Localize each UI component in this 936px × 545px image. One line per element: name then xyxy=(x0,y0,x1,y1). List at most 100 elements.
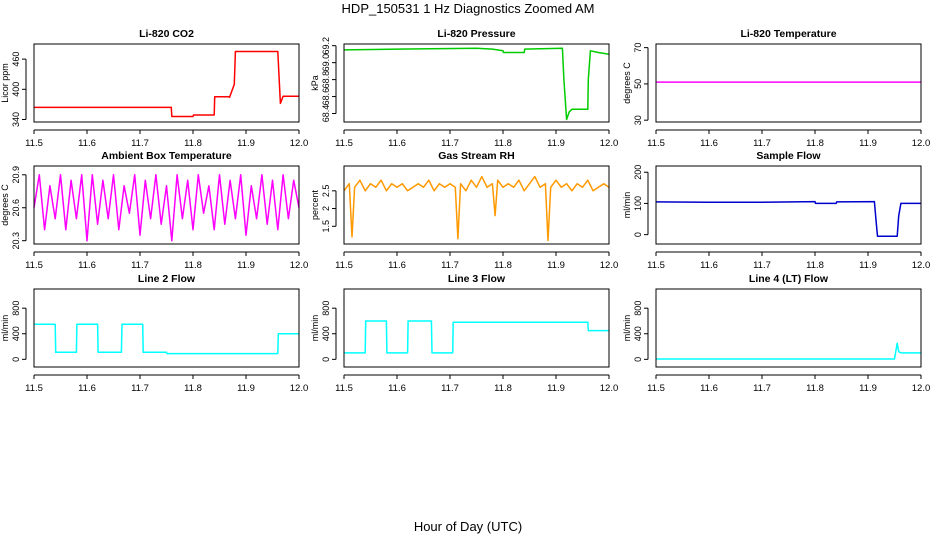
x-tick-label: 11.9 xyxy=(859,383,877,394)
plot-frame xyxy=(655,43,922,123)
x-tick-label: 11.8 xyxy=(184,260,202,271)
chart-panel-7: Line 2 Flow 11.5 11.6 11.7 11.8 11.9 12.0 0 400 8… xyxy=(0,273,308,394)
y-tick-label: 340 xyxy=(11,112,21,127)
y-tick-label: 200 xyxy=(633,165,643,180)
x-tick-label: 11.5 xyxy=(647,383,665,394)
x-tick-label: 12.0 xyxy=(912,383,931,394)
plot-frame xyxy=(33,43,300,123)
x-tick-label: 12.0 xyxy=(600,383,619,394)
y-tick-label: 20.9 xyxy=(11,166,21,184)
x-tick-label: 11.5 xyxy=(25,383,43,394)
chart-panel-4: Ambient Box Temperature 11.5 11.6 11.7 11.8 1… xyxy=(0,150,308,271)
y-tick-label: 70 xyxy=(633,43,643,53)
y-axis-label: Licor ppm xyxy=(0,63,10,103)
x-tick-label: 11.8 xyxy=(806,383,824,394)
x-tick-label: 11.6 xyxy=(388,138,406,149)
y-tick-label: 0 xyxy=(633,357,643,362)
x-tick-label: 11.6 xyxy=(78,260,96,271)
plot-frame xyxy=(33,288,300,368)
x-tick-label: 11.8 xyxy=(494,383,512,394)
y-tick-label: 0 xyxy=(633,232,643,237)
x-tick-label: 11.7 xyxy=(131,138,149,149)
y-tick-label: 68.6 xyxy=(321,88,331,106)
y-axis-label: percent xyxy=(310,189,320,220)
y-tick-label: 100 xyxy=(633,196,643,211)
chart-panel-2: Li-820 Pressure 11.5 11.6 11.7 11.8 11.9 12.0 6… xyxy=(310,28,618,149)
chart-panels: Li-820 CO2 11.5 11.6 11.7 11.8 11.9 12.0 340 400… xyxy=(0,28,930,394)
panel-title: Li-820 CO2 xyxy=(139,28,194,40)
y-axis-label: ml/min xyxy=(0,315,10,342)
x-tick-label: 11.9 xyxy=(859,260,877,271)
y-axis-label: ml/min xyxy=(622,315,632,342)
x-tick-label: 11.8 xyxy=(184,383,202,394)
x-tick-label: 11.7 xyxy=(753,138,771,149)
y-tick-label: 400 xyxy=(11,82,21,97)
y-tick-label: 800 xyxy=(633,301,643,316)
x-tick-label: 11.6 xyxy=(700,138,718,149)
x-tick-label: 11.7 xyxy=(753,383,771,394)
x-tick-label: 12.0 xyxy=(290,260,309,271)
y-axis-label: degrees C xyxy=(0,184,10,226)
figure-xlabel: Hour of Day (UTC) xyxy=(414,519,522,534)
panel-title: Gas Stream RH xyxy=(438,150,514,162)
plot-frame xyxy=(655,165,922,245)
x-tick-label: 12.0 xyxy=(290,383,309,394)
y-axis-label: ml/min xyxy=(622,192,632,219)
x-tick-label: 11.7 xyxy=(753,260,771,271)
y-tick-label: 20.3 xyxy=(11,232,21,250)
plot-frame xyxy=(655,288,922,368)
panel-title: Li-820 Temperature xyxy=(740,28,836,40)
x-tick-label: 11.7 xyxy=(131,383,149,394)
y-tick-label: 400 xyxy=(321,326,331,341)
x-tick-label: 11.6 xyxy=(700,383,718,394)
x-tick-label: 11.8 xyxy=(806,260,824,271)
x-tick-label: 11.7 xyxy=(441,383,459,394)
y-tick-label: 69.0 xyxy=(321,54,331,72)
x-tick-label: 11.9 xyxy=(547,260,565,271)
x-tick-label: 11.5 xyxy=(335,383,353,394)
x-tick-label: 11.6 xyxy=(78,138,96,149)
x-tick-label: 11.9 xyxy=(547,138,565,149)
x-tick-label: 11.7 xyxy=(441,138,459,149)
panel-title: Line 3 Flow xyxy=(448,273,506,285)
y-tick-label: 460 xyxy=(11,52,21,67)
y-tick-label: 800 xyxy=(11,301,21,316)
x-tick-label: 12.0 xyxy=(912,260,931,271)
panel-title: Ambient Box Temperature xyxy=(101,150,232,162)
x-tick-label: 11.8 xyxy=(494,260,512,271)
y-tick-label: 0 xyxy=(11,357,21,362)
chart-panel-5: Gas Stream RH 11.5 11.6 11.7 11.8 11.9 12.0 1.5… xyxy=(310,150,618,271)
x-tick-label: 11.9 xyxy=(859,138,877,149)
chart-panel-1: Li-820 CO2 11.5 11.6 11.7 11.8 11.9 12.0 340 400… xyxy=(0,28,308,149)
x-tick-label: 11.9 xyxy=(237,383,255,394)
panel-title: Line 4 (LT) Flow xyxy=(749,273,829,285)
y-axis-label: kPa xyxy=(310,75,320,91)
y-tick-label: 2 xyxy=(321,206,331,211)
chart-panel-9: Line 4 (LT) Flow 11.5 11.6 11.7 11.8 11.9 12.0… xyxy=(622,273,930,394)
y-tick-label: 2.5 xyxy=(321,185,331,198)
plot-frame xyxy=(33,165,300,245)
x-tick-label: 11.5 xyxy=(335,260,353,271)
y-tick-label: 1.5 xyxy=(321,220,331,233)
series-line xyxy=(34,323,299,355)
x-tick-label: 11.5 xyxy=(25,260,43,271)
x-tick-label: 11.9 xyxy=(237,138,255,149)
x-tick-label: 12.0 xyxy=(600,260,619,271)
y-axis-label: degrees C xyxy=(622,62,632,104)
x-tick-label: 11.5 xyxy=(647,138,665,149)
x-tick-label: 12.0 xyxy=(912,138,931,149)
chart-panel-3: Li-820 Temperature 11.5 11.6 11.7 11.8 11.9 12… xyxy=(622,28,930,149)
y-tick-label: 400 xyxy=(633,326,643,341)
y-tick-label: 800 xyxy=(321,301,331,316)
x-tick-label: 11.8 xyxy=(494,138,512,149)
x-tick-label: 11.6 xyxy=(388,260,406,271)
x-tick-label: 11.7 xyxy=(131,260,149,271)
y-tick-label: 50 xyxy=(633,79,643,89)
plot-frame xyxy=(343,165,610,245)
x-tick-label: 11.6 xyxy=(78,383,96,394)
x-tick-label: 11.9 xyxy=(237,260,255,271)
x-tick-label: 11.5 xyxy=(335,138,353,149)
y-tick-label: 400 xyxy=(11,326,21,341)
x-tick-label: 12.0 xyxy=(290,138,309,149)
series-line xyxy=(655,200,921,237)
